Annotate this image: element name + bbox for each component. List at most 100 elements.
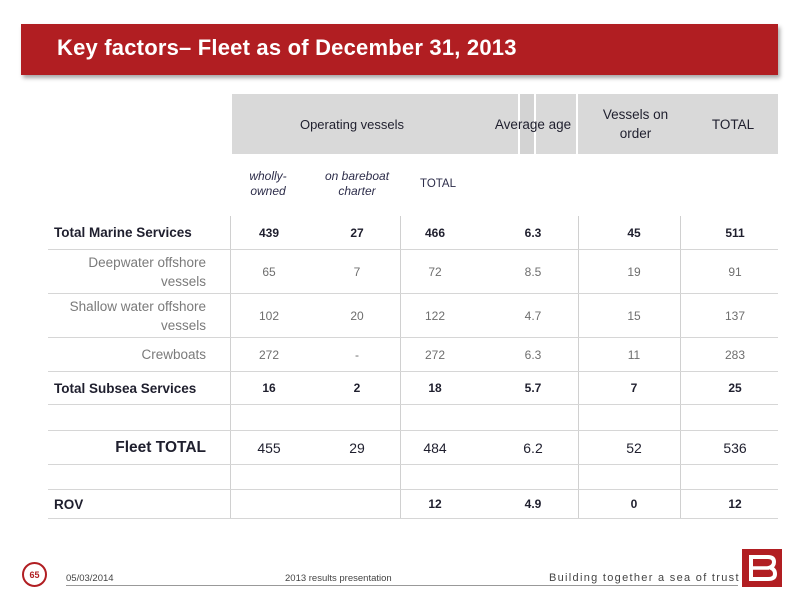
- column-separator: [230, 490, 231, 518]
- header-right-bg: [578, 94, 778, 154]
- column-separator: [230, 294, 231, 337]
- cell-age: 8.5: [524, 264, 542, 279]
- column-separator: [578, 431, 579, 464]
- cell-age: 5.7: [524, 381, 542, 395]
- cell-total: 12: [728, 497, 742, 511]
- column-separator: [578, 294, 579, 337]
- header-vessels-on-order: Vessels on order: [602, 107, 669, 141]
- column-separator: [680, 216, 681, 249]
- cell-owned: 439: [258, 225, 280, 240]
- column-separator: [400, 431, 401, 464]
- cell-order: 0: [630, 497, 638, 511]
- table-row: [48, 405, 778, 431]
- header-average-age: Average age: [494, 116, 572, 132]
- cell-age: 6.3: [524, 225, 542, 240]
- column-separator: [230, 338, 231, 371]
- cell-op-total: 72: [428, 264, 442, 279]
- cell-owned: 65: [262, 264, 276, 279]
- footer-presentation-title: 2013 results presentation: [285, 573, 392, 584]
- column-separator: [578, 338, 579, 371]
- cell-total: 91: [728, 264, 742, 279]
- footer-date: 05/03/2014: [66, 573, 114, 584]
- cell-op-total: 18: [428, 381, 442, 395]
- column-separator: [578, 405, 579, 430]
- cell-age: 6.2: [523, 439, 543, 456]
- column-separator: [400, 216, 401, 249]
- company-logo: [742, 549, 782, 587]
- cell-order: 7: [630, 381, 638, 395]
- page-number: 65: [22, 562, 47, 587]
- column-separator: [400, 372, 401, 404]
- subheader-wholly-owned: wholly-owned: [249, 169, 287, 198]
- logo-icon: [742, 549, 782, 587]
- table-row: [48, 465, 778, 490]
- row-label: Total Subsea Services: [54, 380, 197, 396]
- column-separator: [230, 465, 231, 489]
- cell-bareboat: 27: [350, 225, 364, 240]
- column-separator: [230, 431, 231, 464]
- header-gap: [520, 94, 534, 154]
- cell-op-total: 272: [424, 347, 446, 362]
- column-separator: [230, 372, 231, 404]
- cell-age: 4.7: [524, 308, 542, 323]
- row-label: Crewboats: [141, 347, 206, 362]
- cell-total: 25: [728, 381, 742, 395]
- row-label: Shallow water offshore vessels: [69, 298, 206, 333]
- table-row: Total Subsea Services 16 2 18 5.7 7 25: [48, 372, 778, 405]
- row-label: Total Marine Services: [54, 225, 192, 240]
- column-separator: [230, 250, 231, 293]
- cell-bareboat: [314, 490, 400, 518]
- cell-owned: 455: [257, 439, 281, 456]
- column-separator: [680, 431, 681, 464]
- table-row: Fleet TOTAL 455 29 484 6.2 52 536: [48, 431, 778, 465]
- column-separator: [578, 490, 579, 518]
- footer-tagline: Building together a sea of trust: [549, 572, 740, 584]
- column-separator: [400, 490, 401, 518]
- header-total: TOTAL: [711, 116, 755, 132]
- cell-total: 536: [723, 439, 747, 456]
- cell-bareboat: 29: [349, 439, 365, 456]
- cell-order: 15: [627, 308, 641, 323]
- column-separator: [400, 294, 401, 337]
- footer-divider: [66, 585, 738, 586]
- cell-total: 283: [724, 347, 746, 362]
- column-separator: [400, 338, 401, 371]
- cell-bareboat: 2: [353, 381, 361, 395]
- column-separator: [400, 465, 401, 489]
- cell-owned: [232, 490, 306, 518]
- cell-op-total: 12: [428, 497, 442, 511]
- cell-total: 511: [725, 225, 745, 240]
- cell-age: 6.3: [524, 347, 542, 362]
- table-row: Crewboats 272 - 272 6.3 11 283: [48, 338, 778, 372]
- cell-owned: 102: [258, 308, 280, 323]
- page-title: Key factors– Fleet as of December 31, 20…: [57, 35, 517, 60]
- column-separator: [680, 250, 681, 293]
- row-label: Deepwater offshore vessels: [88, 254, 206, 289]
- column-separator: [680, 338, 681, 371]
- cell-total: 137: [724, 308, 746, 323]
- table-row: Shallow water offshore vessels 102 20 122 4.…: [48, 294, 778, 338]
- column-separator: [578, 250, 579, 293]
- column-separator: [680, 465, 681, 489]
- cell-bareboat: 20: [350, 308, 364, 323]
- table-row: Deepwater offshore vessels 65 7 72 8.5 19 91: [48, 250, 778, 294]
- subheader-total: TOTAL: [420, 177, 456, 190]
- row-label: ROV: [54, 496, 84, 512]
- cell-owned: 272: [258, 347, 280, 362]
- cell-op-total: 466: [424, 225, 446, 240]
- header-operating-vessels: Operating vessels: [299, 116, 405, 132]
- cell-bareboat: -: [355, 347, 359, 362]
- column-separator: [400, 250, 401, 293]
- subheader-bareboat: on bareboat charter: [324, 169, 390, 198]
- header-age-bg-left: [536, 94, 576, 154]
- table-row: Total Marine Services 439 27 466 6.3 45 511: [48, 216, 778, 250]
- table-row: ROV 12 4.9 0 12: [48, 490, 778, 519]
- column-separator: [680, 490, 681, 518]
- cell-order: 19: [627, 264, 641, 279]
- title-bar: Key factors– Fleet as of December 31, 20…: [21, 24, 778, 75]
- column-separator: [230, 216, 231, 249]
- column-separator: [400, 405, 401, 430]
- header-operating-bg: [232, 94, 518, 154]
- cell-order: 45: [627, 225, 641, 240]
- cell-age: 4.9: [524, 497, 542, 511]
